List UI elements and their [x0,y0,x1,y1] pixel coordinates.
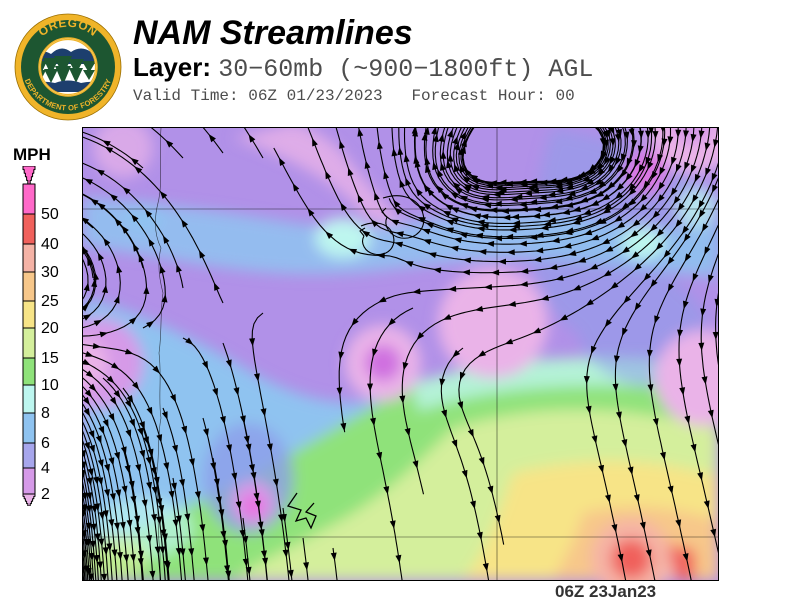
svg-text:15: 15 [41,350,59,367]
svg-text:4: 4 [41,460,50,477]
svg-text:25: 25 [41,293,59,310]
svg-text:50: 50 [41,206,59,223]
svg-text:30: 30 [41,264,59,281]
svg-text:8: 8 [41,405,50,422]
svg-text:2: 2 [41,486,50,503]
svg-text:10: 10 [41,377,59,394]
svg-text:40: 40 [41,236,59,253]
svg-text:20: 20 [41,320,59,337]
svg-text:6: 6 [41,435,50,452]
